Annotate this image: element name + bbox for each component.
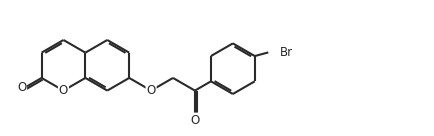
Text: Br: Br (279, 46, 293, 59)
Text: O: O (17, 81, 26, 94)
Text: O: O (146, 84, 155, 97)
Text: O: O (190, 114, 199, 126)
Text: O: O (59, 84, 68, 97)
